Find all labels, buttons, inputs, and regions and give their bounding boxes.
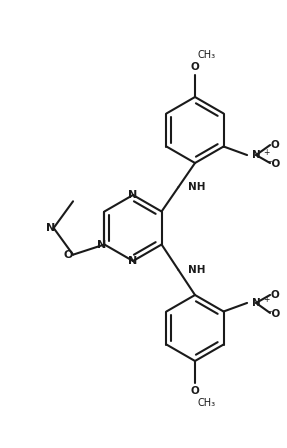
- Text: O: O: [191, 386, 199, 396]
- Text: N: N: [252, 150, 261, 160]
- Text: O: O: [191, 62, 199, 72]
- Text: O: O: [271, 140, 280, 150]
- Text: N: N: [46, 223, 55, 233]
- Text: NH: NH: [188, 265, 206, 275]
- Text: +: +: [263, 295, 269, 305]
- Text: O: O: [63, 250, 73, 260]
- Text: N: N: [252, 298, 261, 308]
- Text: ⁻O: ⁻O: [266, 309, 280, 319]
- Text: N: N: [128, 190, 138, 200]
- Text: N: N: [97, 240, 106, 250]
- Text: NH: NH: [188, 182, 206, 192]
- Text: CH₃: CH₃: [197, 50, 215, 60]
- Text: +: +: [263, 147, 269, 156]
- Text: O: O: [271, 290, 280, 300]
- Text: N: N: [128, 256, 138, 266]
- Text: CH₃: CH₃: [197, 398, 215, 408]
- Text: ⁻O: ⁻O: [266, 159, 280, 169]
